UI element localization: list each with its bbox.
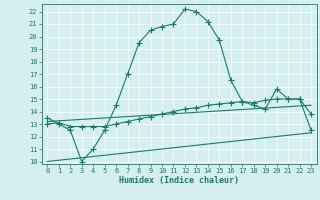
X-axis label: Humidex (Indice chaleur): Humidex (Indice chaleur) [119, 176, 239, 185]
